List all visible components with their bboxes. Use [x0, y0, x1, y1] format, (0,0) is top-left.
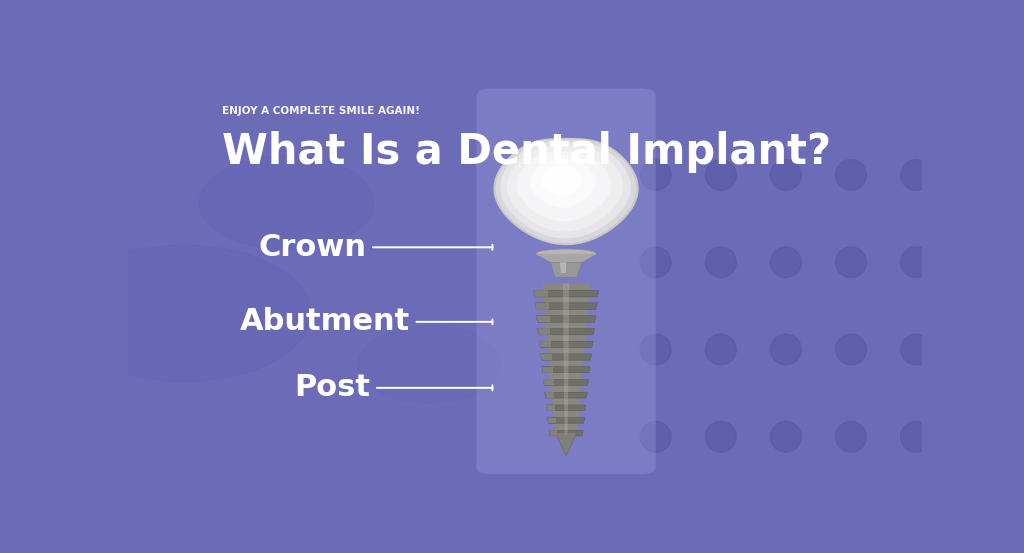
Polygon shape	[500, 142, 631, 238]
Ellipse shape	[706, 334, 736, 365]
Polygon shape	[550, 262, 582, 277]
Polygon shape	[541, 354, 592, 360]
Ellipse shape	[770, 334, 802, 365]
Polygon shape	[546, 405, 555, 411]
Polygon shape	[549, 430, 584, 436]
Ellipse shape	[706, 160, 736, 190]
Ellipse shape	[836, 160, 866, 190]
Polygon shape	[494, 138, 639, 245]
Ellipse shape	[836, 421, 866, 452]
Polygon shape	[544, 379, 554, 385]
Text: ENJOY A COMPLETE SMILE AGAIN!: ENJOY A COMPLETE SMILE AGAIN!	[221, 106, 420, 116]
Circle shape	[358, 326, 501, 403]
Polygon shape	[542, 367, 553, 373]
Polygon shape	[548, 418, 556, 423]
Ellipse shape	[836, 247, 866, 278]
Ellipse shape	[901, 421, 932, 452]
Ellipse shape	[640, 334, 671, 365]
Polygon shape	[534, 290, 548, 297]
Polygon shape	[534, 290, 599, 297]
Ellipse shape	[770, 160, 802, 190]
FancyBboxPatch shape	[476, 88, 655, 474]
Text: Post: Post	[294, 373, 370, 403]
Ellipse shape	[640, 421, 671, 452]
Ellipse shape	[536, 249, 596, 258]
Text: Abutment: Abutment	[240, 307, 410, 336]
Polygon shape	[545, 392, 588, 398]
Polygon shape	[560, 262, 566, 273]
Polygon shape	[535, 303, 597, 310]
Polygon shape	[546, 405, 586, 411]
Circle shape	[56, 245, 310, 382]
Polygon shape	[544, 379, 589, 385]
Ellipse shape	[706, 421, 736, 452]
Polygon shape	[537, 316, 550, 322]
Ellipse shape	[640, 247, 671, 278]
Polygon shape	[538, 328, 551, 335]
Ellipse shape	[770, 247, 802, 278]
Polygon shape	[541, 166, 582, 196]
Polygon shape	[538, 328, 595, 335]
Polygon shape	[541, 354, 552, 360]
Circle shape	[200, 156, 374, 249]
Polygon shape	[548, 418, 585, 423]
Ellipse shape	[640, 160, 671, 190]
Polygon shape	[536, 254, 596, 263]
Polygon shape	[535, 303, 549, 310]
Polygon shape	[517, 152, 611, 221]
Ellipse shape	[901, 160, 932, 190]
Text: What Is a Dental Implant?: What Is a Dental Implant?	[221, 131, 830, 173]
Polygon shape	[539, 341, 551, 347]
Polygon shape	[529, 159, 595, 208]
Ellipse shape	[770, 421, 802, 452]
Polygon shape	[555, 432, 577, 456]
Ellipse shape	[836, 334, 866, 365]
Polygon shape	[539, 341, 593, 347]
Polygon shape	[563, 284, 569, 435]
Text: Crown: Crown	[258, 233, 367, 262]
Polygon shape	[537, 316, 596, 322]
Polygon shape	[543, 284, 590, 435]
Polygon shape	[549, 430, 557, 436]
Polygon shape	[507, 146, 623, 232]
Polygon shape	[542, 367, 590, 373]
Polygon shape	[496, 139, 636, 243]
Ellipse shape	[901, 247, 932, 278]
Ellipse shape	[706, 247, 736, 278]
Ellipse shape	[901, 334, 932, 365]
Polygon shape	[545, 392, 554, 398]
